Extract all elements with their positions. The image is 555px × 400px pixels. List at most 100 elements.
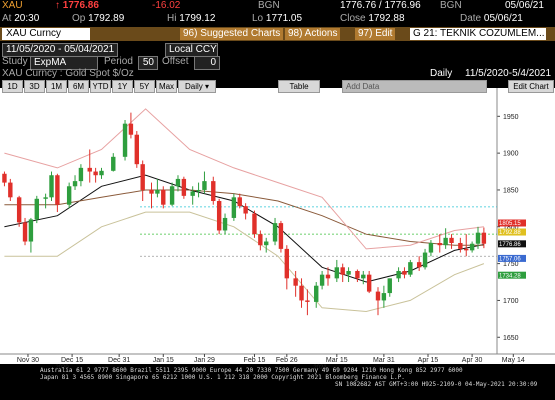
- bid-ask: 1776.76 / 1776.96: [340, 0, 421, 11]
- year-label: 2021: [313, 365, 327, 371]
- y-tick-label: 1900: [503, 151, 519, 158]
- price-tag: [498, 240, 526, 248]
- ticker: XAU: [2, 0, 23, 11]
- candle-body: [237, 197, 242, 207]
- label: At: [2, 13, 12, 24]
- x-tick-label: May 14: [502, 357, 525, 364]
- range-button[interactable]: Max: [156, 80, 177, 93]
- add-data[interactable]: Add Data: [342, 80, 487, 93]
- candle-body: [475, 232, 481, 244]
- candle-body: [128, 123, 134, 135]
- range-button[interactable]: 6M: [68, 80, 89, 93]
- candle-body: [437, 242, 442, 246]
- footer-line: SN 1082682 AST GMT+3:00 H925-2109-0 04-M…: [335, 381, 538, 388]
- chart-security: XAU Curncy : Gold Spot $/Oz: [2, 68, 134, 79]
- date: 05/06/21: [505, 0, 544, 11]
- candle-body: [16, 197, 22, 223]
- x-tick-label: Apr 15: [418, 357, 439, 364]
- period[interactable]: 50: [138, 56, 158, 70]
- offset[interactable]: 0: [194, 56, 220, 70]
- candle-body: [87, 167, 92, 172]
- price-tag-label: 1776.86: [499, 242, 521, 248]
- label: Lo: [252, 13, 264, 24]
- candle-body: [252, 213, 257, 235]
- candle-body: [99, 170, 104, 176]
- candle-body: [161, 189, 166, 205]
- candle-body: [464, 248, 469, 251]
- x-tick-label: Jan 15: [153, 357, 174, 364]
- candle-body: [396, 270, 401, 279]
- indicator-line: [4, 189, 484, 246]
- price-tag: [498, 254, 526, 262]
- range-button[interactable]: 3D: [24, 80, 45, 93]
- candle-body: [149, 189, 154, 194]
- range-button[interactable]: 1M: [46, 80, 67, 93]
- label: Offset: [162, 56, 189, 67]
- candle-body: [140, 164, 145, 190]
- menu-item[interactable]: 96) Suggested Charts: [180, 28, 284, 40]
- indicator-line: [4, 108, 484, 250]
- candle-body: [258, 234, 263, 246]
- candle-body: [355, 270, 360, 279]
- table-button[interactable]: Table: [278, 80, 320, 93]
- candle-body: [202, 181, 207, 190]
- x-tick-label: Jan 29: [194, 357, 215, 364]
- price-tag: [498, 271, 526, 279]
- candle-body: [346, 270, 351, 275]
- label: Close: [340, 13, 366, 24]
- candle-body: [408, 262, 413, 275]
- range-button[interactable]: 1D: [2, 80, 23, 93]
- x-tick-label: Mar 31: [373, 357, 395, 364]
- candle-body: [22, 222, 28, 242]
- value: 1792.88: [368, 13, 405, 24]
- range-button[interactable]: YTD: [90, 80, 111, 93]
- value: 20:30: [14, 13, 40, 24]
- candle-body: [196, 189, 201, 192]
- candle-body: [8, 182, 13, 198]
- price-tag-label: 1734.28: [499, 273, 521, 279]
- edit-chart[interactable]: Edit Chart: [508, 80, 554, 93]
- price-tag: [498, 219, 526, 227]
- candle-body: [361, 274, 366, 279]
- candle-body: [272, 223, 278, 242]
- last-price: ↑ 1776.86: [55, 0, 99, 11]
- candle-body: [278, 223, 284, 249]
- range-button[interactable]: Daily ▾: [178, 80, 216, 93]
- price-tag-label: 1805.15: [499, 221, 521, 227]
- change: -16.02: [152, 0, 181, 11]
- price-tag-label: 1792.88: [499, 230, 521, 236]
- frequency: Daily: [430, 68, 453, 79]
- y-tick-label: 1850: [503, 187, 519, 194]
- source: BGN: [440, 0, 462, 11]
- y-tick-label: 1750: [503, 261, 519, 268]
- value: 1799.12: [179, 13, 216, 24]
- label: Hi: [167, 13, 177, 24]
- date-range[interactable]: 11/05/2020 - 05/04/2021: [2, 43, 119, 57]
- label: Period: [104, 56, 133, 67]
- candle-body: [2, 173, 7, 183]
- range-button[interactable]: 5Y: [134, 80, 155, 93]
- price-tag: [498, 228, 526, 236]
- value: 1792.89: [88, 13, 125, 24]
- candle-body: [416, 262, 422, 268]
- candle-body: [481, 232, 487, 244]
- candle-body: [78, 167, 84, 182]
- study[interactable]: ExpMA: [30, 56, 98, 70]
- menu-item[interactable]: 97) Edit: [355, 28, 396, 40]
- value: 05/06/21: [483, 13, 523, 24]
- candle-body: [366, 274, 372, 292]
- price-tag-label: 1757.06: [499, 257, 521, 263]
- candle-body: [181, 178, 187, 196]
- security-input[interactable]: XAU Curncy: [2, 28, 90, 40]
- candle-body: [284, 248, 290, 279]
- range-button[interactable]: 1Y: [112, 80, 133, 93]
- candle-body: [458, 242, 463, 249]
- menu-item[interactable]: 98) Actions: [285, 28, 341, 40]
- candle-body: [334, 267, 340, 279]
- chart-range: 11/5/2020-5/4/2021: [465, 68, 552, 79]
- currency[interactable]: Local CCY: [165, 43, 218, 57]
- year-label: 2020: [55, 365, 69, 371]
- y-tick-label: 1800: [503, 224, 519, 231]
